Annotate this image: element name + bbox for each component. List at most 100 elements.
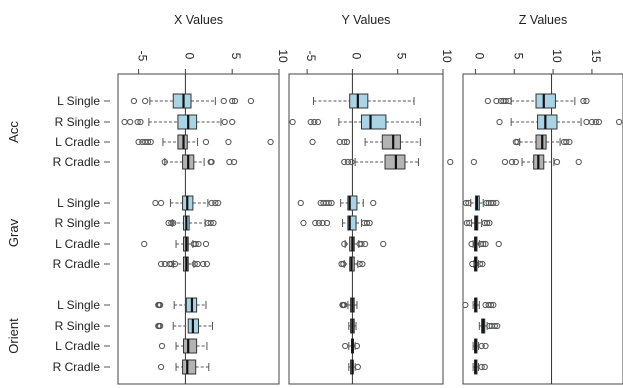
outlier-z-values-grav-r-cradle-2 [479, 260, 486, 268]
outlier-x-values-acc-l-single-4 [231, 97, 239, 105]
box-y-values-grav-l-single [297, 195, 377, 211]
outlier-z-values-orient-l-cradle-1 [482, 342, 489, 350]
outlier-x-values-orient-l-cradle-0 [158, 342, 166, 350]
outlier-z-values-acc-r-cradle-2 [508, 158, 516, 166]
outlier-x-values-acc-r-single-0 [121, 118, 128, 126]
panel-frame-x-values [117, 73, 280, 385]
outlier-x-values-acc-l-cradle-6 [225, 138, 232, 146]
outlier-x-values-grav-l-single-0 [152, 199, 159, 207]
outlier-x-values-acc-l-cradle-0 [135, 138, 142, 146]
outlier-z-values-acc-r-single-2 [588, 118, 596, 126]
outlier-x-values-grav-l-cradle-3 [195, 240, 202, 248]
condition-label-orient-r-single: R Single [55, 319, 101, 333]
outlier-z-values-grav-r-cradle-1 [476, 260, 484, 268]
iqr-box-x-values-acc-l-single [172, 93, 192, 109]
outlier-z-values-grav-l-single-3 [485, 199, 492, 207]
outlier-x-values-acc-l-single-0 [130, 97, 138, 105]
outlier-y-values-acc-r-single-3 [314, 118, 322, 126]
box-y-values-orient-l-cradle [342, 338, 361, 354]
outlier-x-values-orient-r-single-2 [157, 322, 164, 330]
panel-title-y-values: Y Values [342, 13, 391, 27]
box-z-values-orient-l-single [462, 297, 497, 313]
outlier-y-values-grav-l-cradle-0 [341, 240, 348, 248]
outlier-y-values-acc-r-cradle-0 [341, 158, 348, 166]
box-x-values-acc-r-single [121, 114, 236, 130]
axis-tick-label-z-values-0: 0 [472, 53, 486, 60]
panel-y-values: Y Values -5 0 5 10 [288, 13, 454, 385]
box-x-values-orient-l-cradle [158, 338, 208, 354]
outlier-y-values-grav-l-cradle-4 [380, 240, 387, 248]
group-label-acc: Acc [6, 121, 21, 143]
outlier-y-values-acc-r-cradle-2 [348, 158, 355, 166]
outlier-y-values-acc-l-cradle-0 [309, 138, 316, 146]
outlier-x-values-acc-r-cradle-4 [230, 158, 238, 166]
box-z-values-grav-l-cradle [468, 236, 502, 252]
box-x-values-acc-r-cradle [161, 154, 238, 170]
outlier-z-values-acc-l-single-7 [583, 97, 590, 105]
box-y-values-acc-r-cradle [341, 154, 454, 170]
outlier-z-values-acc-l-single-0 [484, 97, 491, 105]
outlier-z-values-acc-r-cradle-3 [512, 158, 519, 166]
box-z-values-orient-l-cradle [472, 338, 489, 354]
outlier-x-values-grav-r-single-4 [207, 219, 214, 227]
iqr-box-x-values-orient-r-cradle [182, 359, 197, 375]
outlier-x-values-orient-l-single-2 [157, 301, 164, 309]
outlier-z-values-grav-r-single-4 [486, 219, 493, 227]
outlier-z-values-orient-r-cradle-0 [478, 363, 485, 371]
outlier-x-values-grav-l-single-2 [208, 199, 215, 207]
outlier-z-values-grav-l-cradle-2 [480, 240, 487, 248]
outlier-x-values-grav-l-single-1 [157, 199, 165, 207]
box-y-values-acc-l-single [312, 93, 415, 109]
outlier-y-values-grav-r-cradle-0 [338, 260, 345, 268]
outlier-x-values-grav-l-cradle-4 [202, 240, 210, 248]
axis-tick-label-x-values-1: 0 [182, 53, 196, 60]
outlier-y-values-orient-l-single-2 [341, 301, 348, 309]
outlier-x-values-grav-r-cradle-3 [168, 260, 175, 268]
outlier-z-values-grav-r-cradle-0 [469, 260, 476, 268]
panel-x-values: X Values -5 0 5 10 [117, 13, 290, 385]
outlier-x-values-grav-r-cradle-0 [157, 260, 165, 268]
outlier-z-values-grav-r-single-1 [466, 219, 473, 227]
box-x-values-orient-r-cradle [157, 359, 210, 375]
iqr-box-z-values-acc-r-single [537, 114, 558, 130]
outlier-x-values-grav-r-cradle-5 [191, 260, 198, 268]
outlier-z-values-acc-r-single-4 [595, 118, 603, 126]
outlier-x-values-grav-r-single-2 [170, 219, 177, 227]
outlier-x-values-acc-l-cradle-5 [202, 138, 210, 146]
outlier-y-values-orient-l-cradle-1 [353, 342, 361, 350]
outlier-z-values-orient-l-single-3 [487, 301, 495, 309]
outlier-z-values-grav-l-cradle-1 [477, 240, 484, 248]
outlier-x-values-orient-r-cradle-0 [157, 363, 165, 371]
outlier-y-values-acc-l-cradle-3 [343, 138, 351, 146]
outlier-z-values-orient-l-single-0 [462, 301, 469, 309]
condition-label-acc-r-single: R Single [55, 115, 101, 129]
box-y-values-orient-r-single [348, 318, 357, 334]
outlier-z-values-acc-l-single-2 [497, 97, 505, 105]
outlier-y-values-grav-r-single-6 [363, 219, 371, 227]
outlier-x-values-grav-r-single-1 [168, 219, 175, 227]
outlier-x-values-acc-l-cradle-4 [147, 138, 154, 146]
outlier-z-values-grav-r-single-3 [483, 219, 491, 227]
axis-tick-label-y-values-2: 5 [395, 53, 409, 60]
outlier-z-values-grav-l-cradle-3 [482, 240, 489, 248]
outlier-y-values-acc-r-single-2 [311, 118, 318, 126]
axis-tick-label-x-values-0: -5 [136, 51, 150, 62]
box-y-values-orient-l-single [339, 297, 358, 313]
box-x-values-grav-r-single [165, 215, 217, 231]
outlier-y-values-acc-l-cradle-2 [341, 138, 348, 146]
box-y-values-grav-r-cradle [338, 256, 366, 272]
outlier-y-values-grav-r-single-4 [323, 219, 331, 227]
outlier-x-values-grav-l-cradle-1 [190, 240, 197, 248]
outlier-z-values-acc-r-cradle-5 [575, 158, 582, 166]
iqr-box-y-values-acc-l-cradle [381, 134, 401, 150]
condition-label-acc-l-cradle: L Cradle [55, 135, 100, 149]
box-z-values-orient-r-cradle [472, 359, 488, 375]
outlier-z-values-grav-l-cradle-4 [495, 240, 502, 248]
outlier-z-values-acc-r-cradle-0 [470, 158, 477, 166]
axis-tick-label-x-values-2: 5 [229, 53, 243, 60]
panel-title-x-values: X Values [174, 13, 223, 27]
box-z-values-acc-r-single [496, 114, 623, 130]
outlier-x-values-grav-r-cradle-1 [161, 260, 168, 268]
